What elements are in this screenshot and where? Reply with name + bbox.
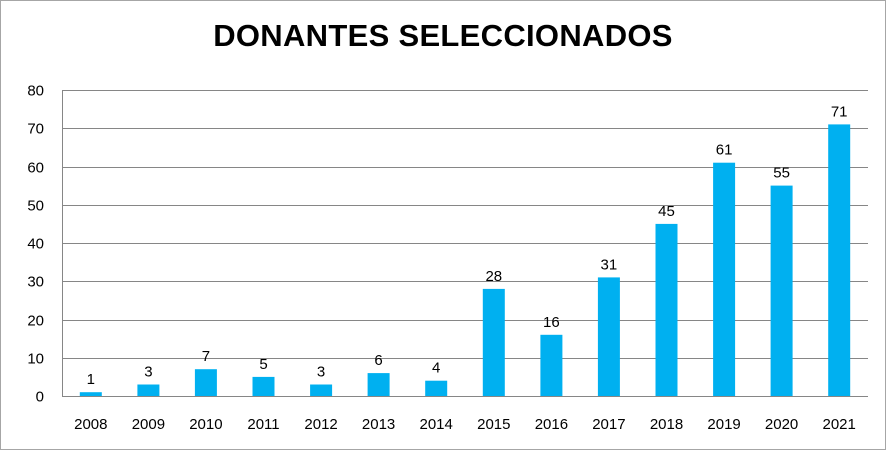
x-tick-label-2014: 2014: [420, 416, 453, 433]
y-tick-label-50: 50: [27, 198, 44, 215]
data-label-2017: 31: [601, 256, 618, 273]
bar-2016: [540, 334, 563, 396]
data-label-2018: 45: [658, 203, 675, 220]
y-tick-label-20: 20: [27, 313, 44, 330]
x-tick-label-2012: 2012: [304, 416, 337, 433]
data-label-2021: 71: [831, 103, 848, 120]
x-tick-label-2020: 2020: [765, 416, 798, 433]
y-tick-label-40: 40: [27, 236, 44, 253]
x-tick-label-2018: 2018: [650, 416, 683, 433]
y-tick-label-0: 0: [36, 389, 44, 406]
bar-2013: [367, 373, 390, 396]
y-tick-label-80: 80: [27, 83, 44, 100]
y-tick-label-60: 60: [27, 160, 44, 177]
bar-2012: [310, 384, 333, 396]
x-tick-label-2017: 2017: [592, 416, 625, 433]
x-tick-label-2016: 2016: [535, 416, 568, 433]
data-label-2013: 6: [374, 352, 382, 369]
x-tick-label-2008: 2008: [74, 416, 107, 433]
bar-2009: [137, 384, 160, 396]
bar-2011: [252, 376, 275, 396]
data-label-2015: 28: [485, 268, 502, 285]
bar-2017: [597, 277, 620, 396]
bar-2018: [655, 223, 678, 396]
x-tick-label-2009: 2009: [132, 416, 165, 433]
data-label-2012: 3: [317, 364, 325, 381]
y-tick-label-10: 10: [27, 351, 44, 368]
bar-2019: [713, 162, 736, 396]
x-tick-label-2015: 2015: [477, 416, 510, 433]
x-tick-label-2021: 2021: [823, 416, 856, 433]
bar-2008: [79, 392, 102, 396]
y-tick-label-70: 70: [27, 121, 44, 138]
x-tick-label-2013: 2013: [362, 416, 395, 433]
bar-2020: [770, 185, 793, 396]
x-tick-label-2010: 2010: [189, 416, 222, 433]
bar-2014: [425, 380, 448, 396]
bar-2010: [194, 369, 217, 396]
x-tick-label-2019: 2019: [707, 416, 740, 433]
chart-title: DONANTES SELECCIONADOS: [213, 18, 673, 53]
data-label-2016: 16: [543, 314, 560, 331]
data-label-2009: 3: [144, 364, 152, 381]
data-label-2019: 61: [716, 142, 733, 159]
data-label-2014: 4: [432, 360, 440, 377]
bar-2021: [828, 124, 851, 397]
x-tick-label-2011: 2011: [247, 416, 279, 433]
data-label-2008: 1: [87, 371, 95, 388]
data-label-2011: 5: [259, 356, 267, 373]
data-label-2020: 55: [773, 165, 790, 182]
y-tick-label-30: 30: [27, 274, 44, 291]
bar-2015: [482, 288, 505, 396]
data-label-2010: 7: [202, 348, 210, 365]
